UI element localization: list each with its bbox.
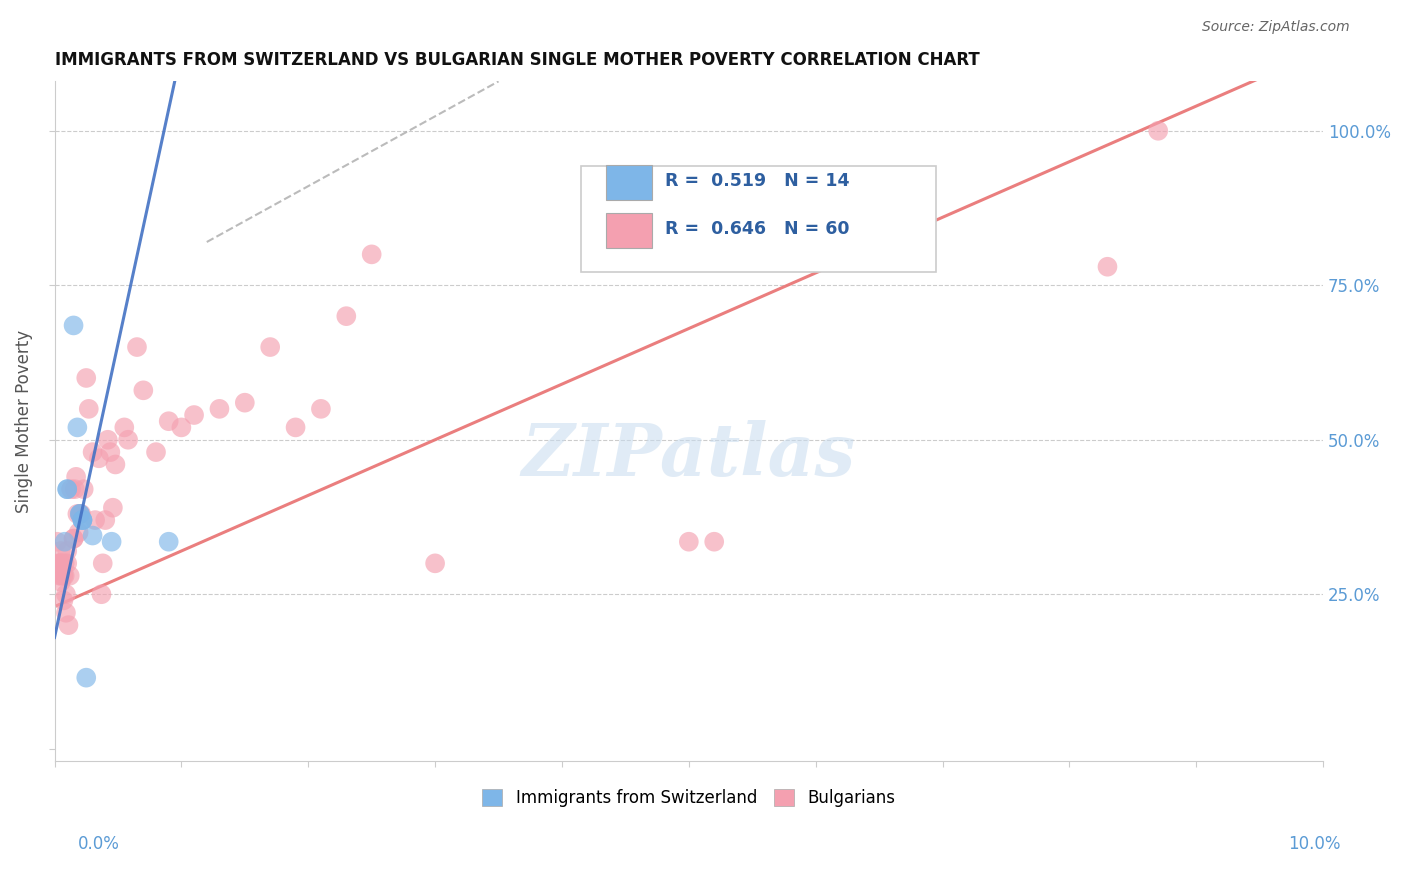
Point: [104, 458, 127, 472]
Point: [56, 544, 79, 558]
Text: IMMIGRANTS FROM SWITZERLAND VS BULGARIAN SINGLE MOTHER POVERTY CORRELATION CHART: IMMIGRANTS FROM SWITZERLAND VS BULGARIAN…: [55, 51, 979, 69]
Point: [52, 593, 75, 607]
Point: [112, 420, 135, 434]
Point: [66, 507, 89, 521]
Point: [48, 568, 70, 582]
Point: [72, 513, 94, 527]
Point: [59, 568, 82, 582]
Point: [98, 445, 121, 459]
Point: [69, 507, 91, 521]
Point: [48, 557, 70, 571]
Text: ZIPatlas: ZIPatlas: [522, 420, 856, 491]
Point: [65, 470, 87, 484]
Point: [423, 557, 446, 571]
Point: [75, 671, 97, 685]
Y-axis label: Single Mother Poverty: Single Mother Poverty: [15, 330, 32, 513]
Point: [56, 482, 79, 496]
Point: [183, 408, 205, 422]
Point: [87, 451, 110, 466]
Point: [170, 420, 193, 434]
Point: [49, 544, 72, 558]
FancyBboxPatch shape: [606, 165, 652, 201]
Text: Source: ZipAtlas.com: Source: ZipAtlas.com: [1202, 21, 1350, 34]
Point: [49, 568, 72, 582]
Point: [100, 534, 122, 549]
Text: R =  0.519   N = 14: R = 0.519 N = 14: [665, 172, 849, 190]
Point: [208, 401, 231, 416]
Point: [69, 507, 91, 521]
FancyBboxPatch shape: [606, 212, 652, 248]
Point: [90, 587, 112, 601]
Legend: Immigrants from Switzerland, Bulgarians: Immigrants from Switzerland, Bulgarians: [475, 782, 901, 814]
Point: [101, 500, 124, 515]
Point: [62, 532, 84, 546]
Point: [70, 507, 93, 521]
Point: [58, 618, 80, 632]
Point: [82, 445, 104, 459]
Point: [678, 534, 700, 549]
Point: [309, 401, 332, 416]
Point: [55, 587, 77, 601]
Point: [94, 513, 117, 527]
Point: [67, 525, 90, 540]
Point: [66, 420, 89, 434]
Point: [62, 532, 84, 546]
Point: [77, 401, 100, 416]
Point: [132, 384, 155, 398]
Point: [75, 371, 97, 385]
Point: [91, 557, 114, 571]
Point: [56, 482, 79, 496]
Point: [56, 557, 79, 571]
Point: [145, 445, 167, 459]
Point: [84, 513, 107, 527]
Point: [284, 420, 307, 434]
Point: [73, 482, 96, 496]
Point: [335, 309, 357, 323]
Point: [53, 557, 76, 571]
Point: [46, 557, 69, 571]
Point: [46, 534, 69, 549]
Point: [49, 557, 72, 571]
Point: [69, 507, 91, 521]
FancyBboxPatch shape: [581, 166, 936, 272]
Point: [53, 534, 76, 549]
Point: [63, 482, 86, 496]
Point: [1147, 124, 1170, 138]
Point: [157, 414, 180, 428]
Point: [51, 557, 73, 571]
Point: [259, 340, 281, 354]
Point: [233, 395, 256, 409]
Point: [82, 528, 104, 542]
Point: [53, 568, 76, 582]
Point: [55, 606, 77, 620]
Point: [62, 318, 84, 333]
Point: [72, 513, 94, 527]
Point: [703, 534, 725, 549]
Point: [125, 340, 148, 354]
Point: [97, 433, 120, 447]
Point: [52, 568, 75, 582]
Text: 10.0%: 10.0%: [1288, 835, 1341, 853]
Point: [60, 482, 83, 496]
Point: [117, 433, 139, 447]
Text: R =  0.646   N = 60: R = 0.646 N = 60: [665, 219, 849, 238]
Point: [157, 534, 180, 549]
Point: [360, 247, 382, 261]
Text: 0.0%: 0.0%: [77, 835, 120, 853]
Point: [72, 513, 94, 527]
Point: [1097, 260, 1119, 274]
Point: [49, 574, 72, 589]
